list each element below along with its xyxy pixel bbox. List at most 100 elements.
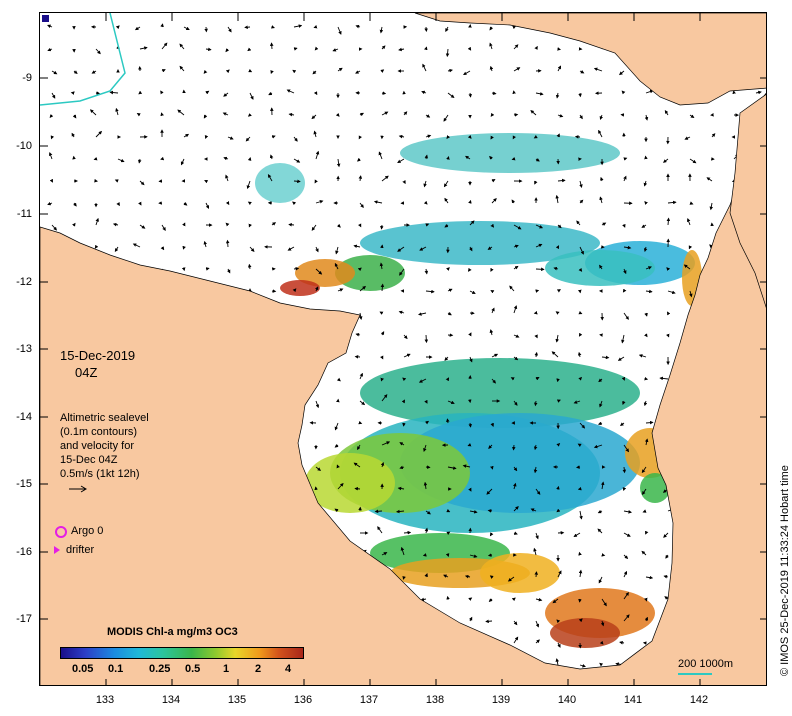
- velocity-arrow: [666, 217, 671, 226]
- velocity-arrow: [357, 223, 362, 228]
- credit-text: © IMOS 25-Dec-2019 11:33:24 Hobart time: [779, 465, 791, 676]
- velocity-arrow: [576, 220, 581, 226]
- velocity-arrows: [43, 21, 764, 673]
- velocity-arrow: [446, 156, 450, 160]
- velocity-arrow: [507, 576, 515, 582]
- velocity-arrow: [225, 201, 230, 206]
- velocity-arrow: [621, 334, 625, 344]
- velocity-arrow: [223, 92, 229, 97]
- velocity-arrow: [182, 245, 186, 250]
- velocity-arrow: [358, 175, 363, 182]
- velocity-arrow: [644, 155, 648, 160]
- velocity-arrow: [267, 174, 273, 182]
- velocity-arrow: [535, 488, 541, 495]
- velocity-arrow: [599, 264, 603, 270]
- velocity-arrow: [180, 158, 185, 166]
- velocity-arrow: [755, 90, 762, 95]
- velocity-arrow: [334, 508, 339, 513]
- velocity-arrow: [511, 199, 516, 204]
- velocity-arrow: [623, 554, 629, 560]
- velocity-arrow: [689, 114, 695, 119]
- velocity-arrow: [489, 65, 494, 72]
- lon-label: 141: [623, 694, 643, 706]
- velocity-arrow: [334, 262, 339, 270]
- velocity-arrow: [489, 26, 494, 31]
- velocity-arrow: [292, 201, 297, 206]
- velocity-arrow: [535, 289, 540, 293]
- velocity-arrow: [601, 355, 610, 360]
- velocity-arrow: [513, 67, 521, 72]
- velocity-arrow: [358, 312, 363, 320]
- velocity-arrow: [600, 481, 605, 490]
- velocity-arrow: [533, 400, 538, 407]
- velocity-arrow: [467, 443, 472, 447]
- velocity-arrow: [513, 356, 519, 361]
- velocity-reference-arrow: [69, 485, 87, 493]
- velocity-arrow: [535, 224, 544, 229]
- velocity-arrow: [512, 135, 517, 140]
- velocity-arrow: [467, 46, 472, 51]
- velocity-arrow: [132, 243, 141, 248]
- velocity-arrow: [136, 113, 141, 117]
- lon-label: 133: [95, 694, 115, 706]
- velocity-arrow: [183, 133, 190, 138]
- velocity-arrow: [424, 46, 428, 51]
- velocity-arrow: [71, 132, 75, 138]
- velocity-arrow: [418, 378, 427, 383]
- velocity-arrow: [490, 422, 494, 427]
- velocity-arrow: [487, 553, 493, 557]
- velocity-arrow: [667, 311, 671, 316]
- velocity-arrow: [491, 307, 495, 314]
- velocity-arrow: [555, 334, 559, 343]
- velocity-arrow: [332, 48, 339, 52]
- velocity-arrow: [49, 114, 54, 119]
- velocity-arrow: [490, 135, 494, 140]
- colorbar-label: 2: [255, 663, 262, 675]
- velocity-arrow: [622, 223, 626, 228]
- velocity-arrow: [551, 351, 559, 358]
- land-cape-york: [729, 93, 766, 308]
- velocity-arrow: [423, 481, 428, 490]
- velocity-arrow: [380, 461, 385, 468]
- velocity-arrow: [115, 107, 119, 116]
- velocity-arrow: [601, 222, 607, 226]
- velocity-arrow: [425, 134, 432, 139]
- velocity-arrow: [381, 111, 389, 116]
- velocity-arrow: [422, 63, 427, 72]
- velocity-arrow: [403, 111, 408, 116]
- velocity-arrow: [490, 223, 495, 228]
- velocity-arrow: [491, 198, 497, 204]
- lon-label: 137: [359, 694, 379, 706]
- lat-label: -9: [22, 72, 32, 84]
- velocity-arrow: [269, 154, 274, 160]
- velocity-arrow: [160, 90, 164, 95]
- velocity-arrow: [293, 179, 301, 184]
- lon-label: 138: [425, 694, 445, 706]
- velocity-arrow: [641, 224, 647, 228]
- velocity-arrow: [423, 200, 428, 205]
- velocity-arrow: [203, 114, 208, 119]
- velocity-arrow: [247, 113, 252, 117]
- velocity-arrow: [353, 462, 361, 468]
- velocity-arrow: [487, 509, 493, 513]
- velocity-arrow: [621, 90, 626, 95]
- velocity-arrow: [225, 174, 229, 182]
- velocity-arrow: [579, 246, 584, 255]
- lon-label: 140: [557, 694, 577, 706]
- velocity-arrow: [334, 422, 339, 431]
- sealevel-note-line: 15-Dec 04Z: [60, 454, 118, 466]
- velocity-arrow: [205, 202, 210, 210]
- velocity-arrow: [534, 571, 539, 578]
- velocity-arrow: [689, 201, 694, 205]
- velocity-arrow: [139, 46, 148, 50]
- velocity-arrow: [555, 658, 560, 666]
- velocity-arrow: [293, 158, 301, 163]
- velocity-arrow: [270, 25, 275, 29]
- velocity-arrow: [533, 547, 537, 556]
- velocity-arrow: [314, 179, 318, 184]
- velocity-arrow: [374, 509, 383, 514]
- velocity-arrow: [623, 532, 631, 537]
- velocity-arrow: [51, 224, 58, 231]
- velocity-arrow: [593, 444, 603, 449]
- velocity-arrow: [354, 486, 361, 491]
